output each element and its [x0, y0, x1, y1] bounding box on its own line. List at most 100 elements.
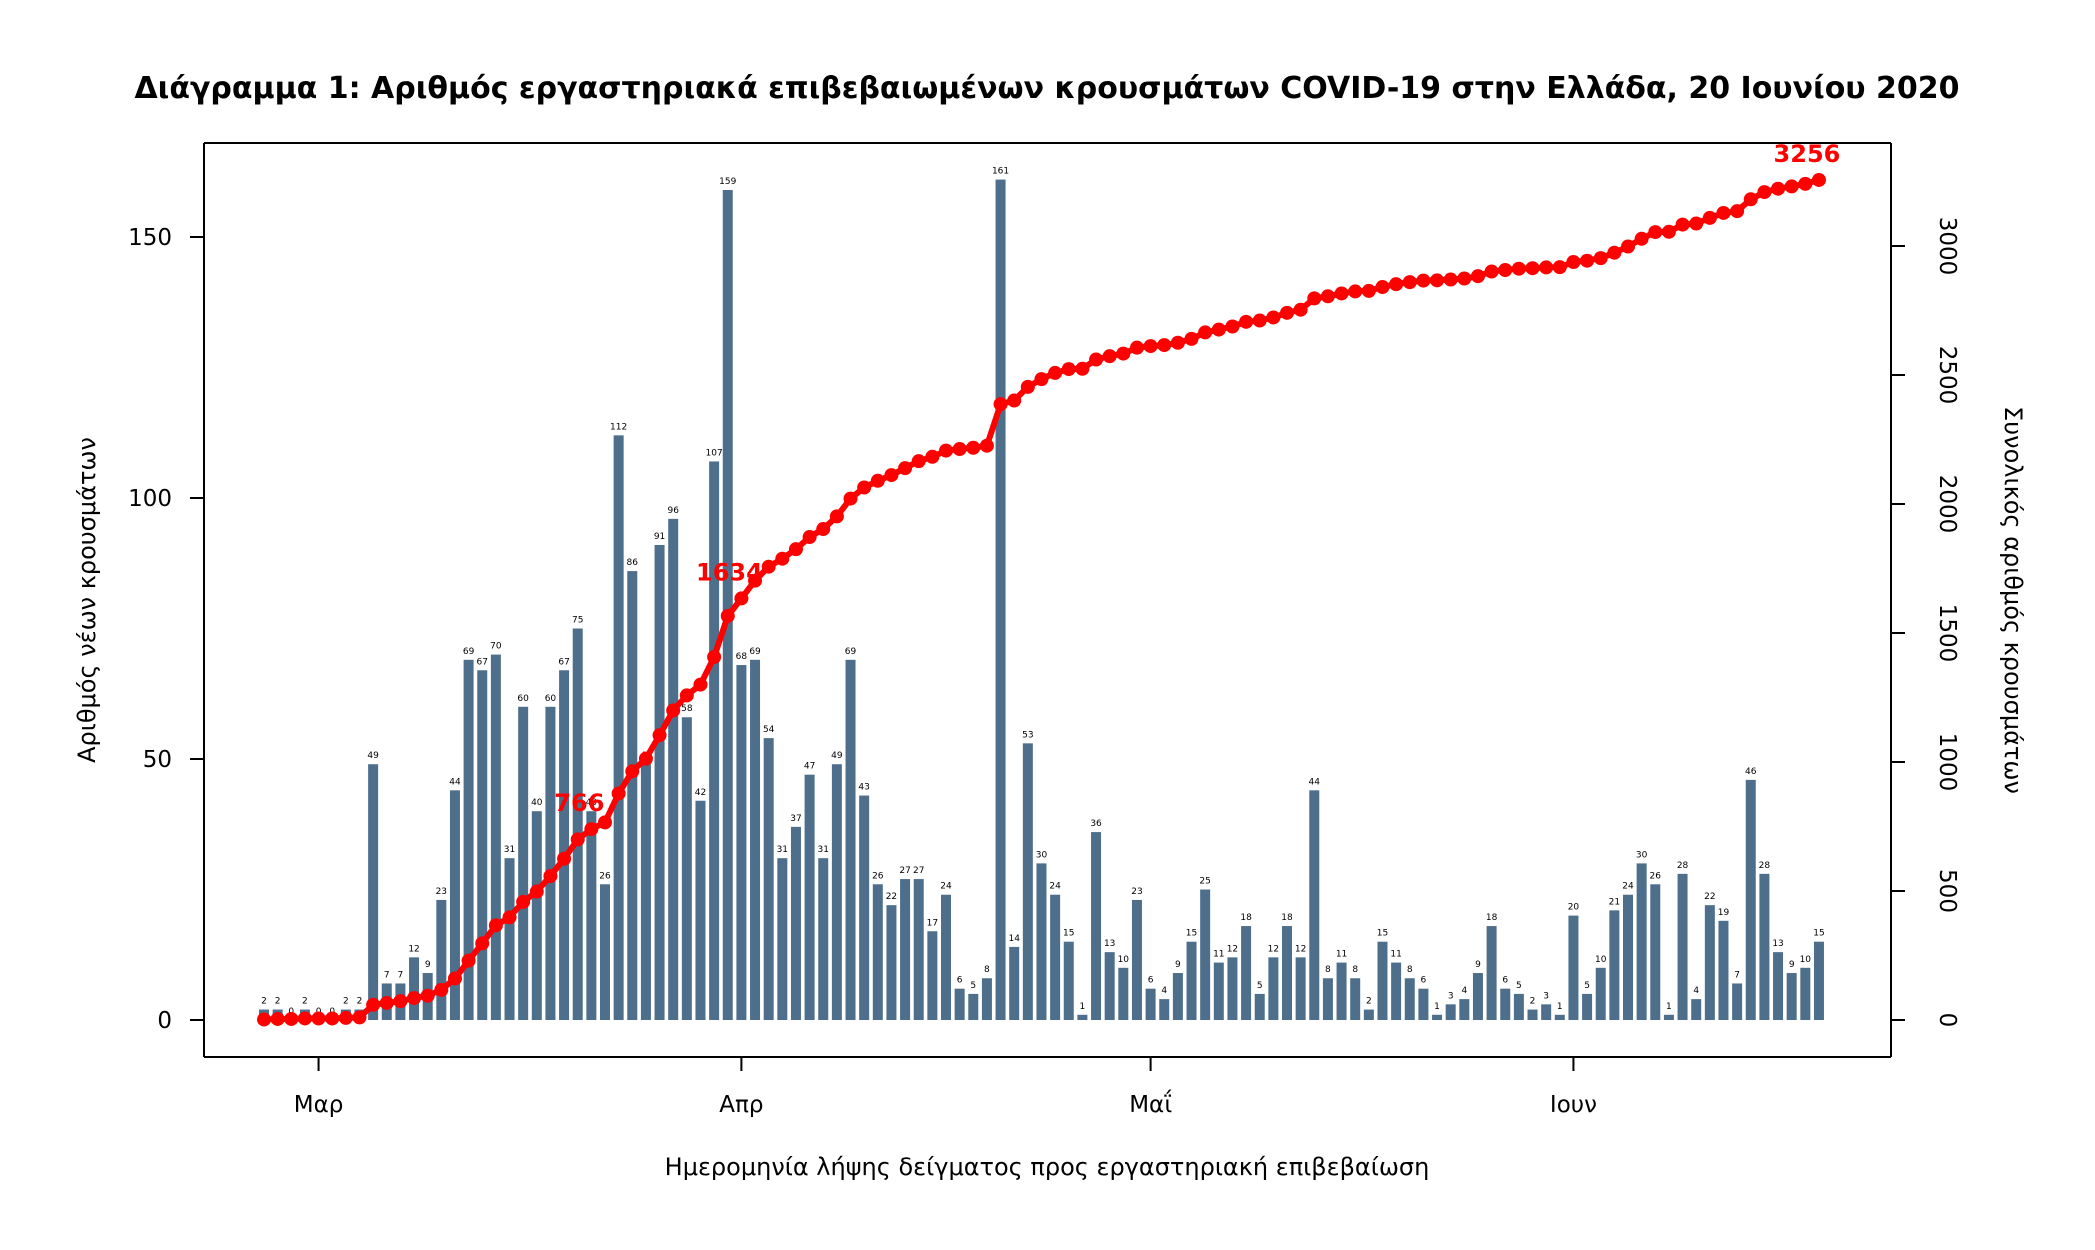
- bar-value-label: 24: [940, 882, 952, 892]
- bar: [1418, 988, 1429, 1020]
- bar-value-label: 7: [1734, 970, 1740, 980]
- x-tick-label: Μαΐ: [1129, 1089, 1172, 1118]
- bar: [1636, 863, 1647, 1020]
- bar-value-label: 5: [1584, 981, 1590, 991]
- y2-tick-label: 500: [1934, 869, 1960, 913]
- bar-value-label: 17: [927, 918, 938, 928]
- bar-value-label: 43: [858, 783, 869, 793]
- cumulative-point: [1007, 393, 1022, 408]
- bar-value-label: 86: [627, 558, 639, 568]
- bar: [927, 931, 938, 1020]
- bar: [1241, 926, 1252, 1020]
- bar-value-label: 67: [558, 657, 569, 667]
- bar: [409, 957, 420, 1020]
- cumulative-point: [1416, 273, 1431, 288]
- bar-value-label: 44: [449, 777, 461, 787]
- bar-value-label: 60: [517, 694, 529, 704]
- cumulative-point: [475, 936, 490, 951]
- bar: [1718, 920, 1729, 1020]
- bar-value-label: 161: [992, 167, 1009, 177]
- bar: [1118, 967, 1129, 1020]
- bar: [518, 706, 529, 1020]
- cumulative-point: [1225, 319, 1240, 334]
- bar: [1104, 952, 1115, 1020]
- cumulative-point: [434, 982, 449, 997]
- bar: [1582, 993, 1593, 1020]
- bar-value-label: 49: [367, 751, 379, 761]
- bar-value-label: 12: [1227, 944, 1238, 954]
- bar-value-label: 15: [1186, 929, 1197, 939]
- cumulative-point: [1075, 361, 1090, 376]
- bar-value-label: 25: [1199, 877, 1210, 887]
- cumulative-point: [1061, 362, 1076, 377]
- bar: [1650, 884, 1661, 1020]
- bar: [1527, 1009, 1538, 1020]
- cumulative-point: [652, 728, 667, 743]
- bar: [790, 826, 801, 1020]
- bar-value-label: 19: [1718, 908, 1730, 918]
- cumulative-point: [1266, 310, 1281, 325]
- bar: [913, 879, 924, 1020]
- bar: [1786, 973, 1797, 1020]
- cumulative-point: [1730, 204, 1745, 219]
- bar-value-label: 10: [1118, 955, 1130, 965]
- cumulative-point: [775, 551, 790, 566]
- cumulative-point: [393, 994, 408, 1009]
- bar-value-label: 23: [436, 887, 447, 897]
- bar-value-label: 60: [545, 694, 557, 704]
- cumulative-point: [1389, 277, 1404, 292]
- bar: [845, 659, 856, 1020]
- cumulative-point: [966, 440, 981, 455]
- bar-value-label: 91: [654, 532, 665, 542]
- bar: [1309, 790, 1320, 1020]
- bar: [436, 899, 447, 1020]
- bar: [681, 717, 692, 1020]
- cumulative-point: [1116, 346, 1131, 361]
- bar-value-label: 8: [1352, 965, 1358, 975]
- cumulative-point: [748, 573, 763, 588]
- x-tick-label: Απρ: [719, 1092, 763, 1118]
- cumulative-annotation: 3256: [1774, 140, 1841, 168]
- cumulative-point: [693, 677, 708, 692]
- bar: [504, 858, 515, 1020]
- bar: [1268, 957, 1279, 1020]
- cumulative-point: [311, 1011, 326, 1026]
- y-tick-label: 0: [157, 1008, 172, 1034]
- bar: [1472, 973, 1483, 1020]
- cumulative-point: [816, 522, 831, 537]
- cumulative-point: [979, 438, 994, 453]
- bar-value-label: 22: [886, 892, 897, 902]
- bar-value-label: 69: [845, 647, 857, 657]
- cumulative-point: [488, 918, 503, 933]
- bar: [941, 894, 951, 1020]
- bar-value-label: 9: [425, 960, 431, 970]
- bar-value-label: 31: [818, 845, 829, 855]
- bar-value-label: 5: [1257, 981, 1263, 991]
- cumulative-point: [1239, 314, 1254, 329]
- y2-tick-label: 1500: [1934, 604, 1960, 663]
- cumulative-point: [1648, 225, 1663, 240]
- bar-value-label: 10: [1800, 955, 1812, 965]
- bar: [1677, 873, 1688, 1020]
- bar-value-label: 69: [749, 647, 761, 657]
- bar-value-label: 6: [1148, 976, 1154, 986]
- bar: [368, 764, 379, 1020]
- bar: [586, 811, 597, 1020]
- bar: [559, 670, 570, 1020]
- bar-value-label: 15: [1377, 929, 1388, 939]
- bar: [1500, 988, 1511, 1020]
- cumulative-point: [1771, 181, 1786, 196]
- bar-value-label: 6: [1502, 976, 1508, 986]
- cumulative-point: [952, 442, 967, 457]
- cumulative-point: [1211, 322, 1226, 337]
- bar-value-label: 75: [572, 616, 583, 626]
- bar: [1377, 941, 1388, 1020]
- bar: [804, 774, 815, 1020]
- cumulative-point: [679, 688, 694, 703]
- bar-value-label: 4: [1161, 986, 1167, 996]
- bar: [449, 790, 460, 1020]
- cumulative-point: [1020, 379, 1035, 394]
- bar-value-label: 15: [1813, 929, 1824, 939]
- bar-value-label: 7: [384, 970, 390, 980]
- bar: [1513, 993, 1524, 1020]
